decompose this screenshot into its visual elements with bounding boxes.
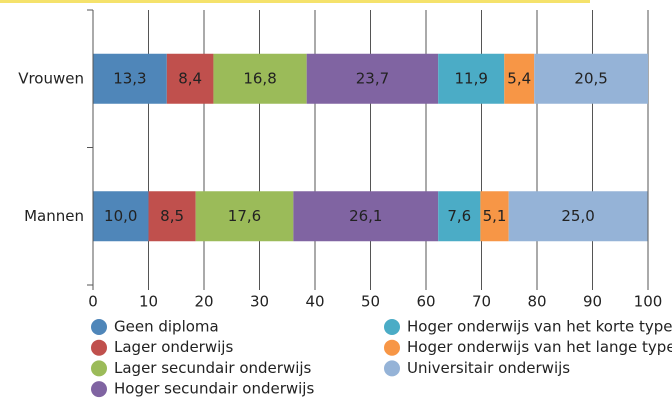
value-label: 20,5 — [574, 69, 607, 87]
value-label: 5,4 — [507, 69, 531, 87]
x-tick-label: 90 — [583, 293, 602, 311]
y-tick-label: Vrouwen — [18, 69, 84, 87]
x-tick-label: 30 — [250, 293, 269, 311]
top-accent — [0, 0, 590, 3]
bar-segment — [166, 53, 214, 104]
x-tick-label: 50 — [361, 293, 380, 311]
y-tick-label: Mannen — [24, 207, 84, 225]
x-tick-label: 10 — [139, 293, 158, 311]
value-label: 10,0 — [104, 207, 137, 225]
x-tick-label: 0 — [88, 293, 98, 311]
value-label: 11,9 — [455, 69, 488, 87]
x-tick-label: 80 — [527, 293, 546, 311]
legend-marker — [384, 319, 400, 335]
x-tick-label: 100 — [634, 293, 663, 311]
bar-segment — [93, 191, 149, 242]
legend-label: Lager secundair onderwijs — [114, 359, 312, 377]
legend-marker — [91, 381, 107, 398]
value-label: 23,7 — [356, 69, 389, 87]
legend-label: Hoger onderwijs van het lange type — [407, 338, 672, 356]
bar-segment — [438, 191, 481, 242]
bar-segment — [93, 53, 167, 104]
legend-label: Hoger onderwijs van het korte type — [407, 318, 672, 336]
value-label: 5,1 — [483, 207, 507, 225]
x-tick-label: 20 — [194, 293, 213, 311]
bar-segment — [438, 53, 505, 104]
legend-label: Geen diploma — [114, 318, 219, 336]
value-label: 26,1 — [349, 207, 382, 225]
legend-marker — [91, 339, 107, 356]
bar-segment — [504, 53, 535, 104]
bar-segment — [480, 191, 509, 242]
x-tick-label: 70 — [472, 293, 491, 311]
bar-segment — [534, 53, 648, 104]
legend-label: Lager onderwijs — [114, 338, 233, 356]
value-label: 16,8 — [243, 69, 276, 87]
legend-marker — [384, 360, 400, 377]
bar-segment — [213, 53, 307, 104]
bar-segment — [508, 191, 648, 242]
value-label: 17,6 — [228, 207, 261, 225]
value-label: 13,3 — [113, 69, 146, 87]
bar-segment — [306, 53, 439, 104]
value-label: 8,4 — [178, 69, 202, 87]
legend-marker — [91, 360, 107, 377]
legend-marker — [91, 319, 107, 335]
x-tick-label: 40 — [305, 293, 324, 311]
value-label: 8,5 — [160, 207, 184, 225]
value-label: 7,6 — [447, 207, 471, 225]
value-label: 25,0 — [561, 207, 594, 225]
bar-segment — [148, 191, 196, 242]
x-tick-label: 60 — [416, 293, 435, 311]
bar-segment — [293, 191, 439, 242]
legend-label: Hoger secundair onderwijs — [114, 380, 314, 398]
legend-label: Universitair onderwijs — [407, 359, 570, 377]
bar-segment — [195, 191, 294, 242]
legend-marker — [384, 339, 400, 356]
